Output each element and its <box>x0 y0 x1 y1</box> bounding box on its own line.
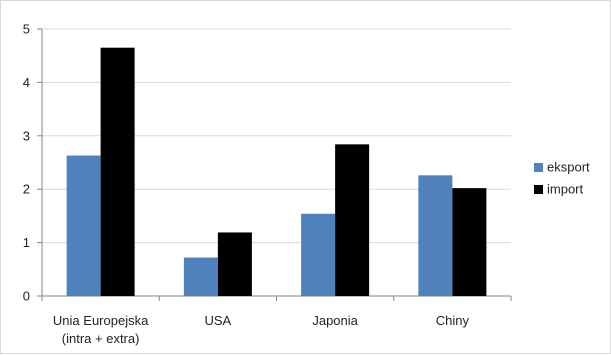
bar-eksport <box>66 155 101 296</box>
x-tick-label: (intra + extra) <box>62 331 140 346</box>
bar-import <box>217 232 252 296</box>
x-tick-label: USA <box>205 313 232 328</box>
y-tick-label: 4 <box>23 75 30 90</box>
bar-import <box>335 144 370 296</box>
legend-swatch-eksport <box>534 163 543 172</box>
x-tick-label: Japonia <box>312 313 358 328</box>
bar-eksport <box>418 175 453 296</box>
x-tick-label: Chiny <box>436 313 470 328</box>
y-tick-label: 2 <box>23 182 30 197</box>
legend-label-eksport: eksport <box>547 160 590 175</box>
bar-import <box>100 47 135 296</box>
bar-eksport <box>183 257 218 296</box>
y-tick-label: 5 <box>23 22 30 37</box>
legend-label-import: import <box>547 182 584 197</box>
y-tick-label: 0 <box>23 289 30 304</box>
bar-import <box>452 188 487 296</box>
y-tick-label: 1 <box>23 235 30 250</box>
x-tick-label: Unia Europejska <box>53 313 149 328</box>
y-tick-label: 3 <box>23 128 30 143</box>
bar-eksport <box>301 213 336 296</box>
legend-swatch-import <box>534 185 543 194</box>
